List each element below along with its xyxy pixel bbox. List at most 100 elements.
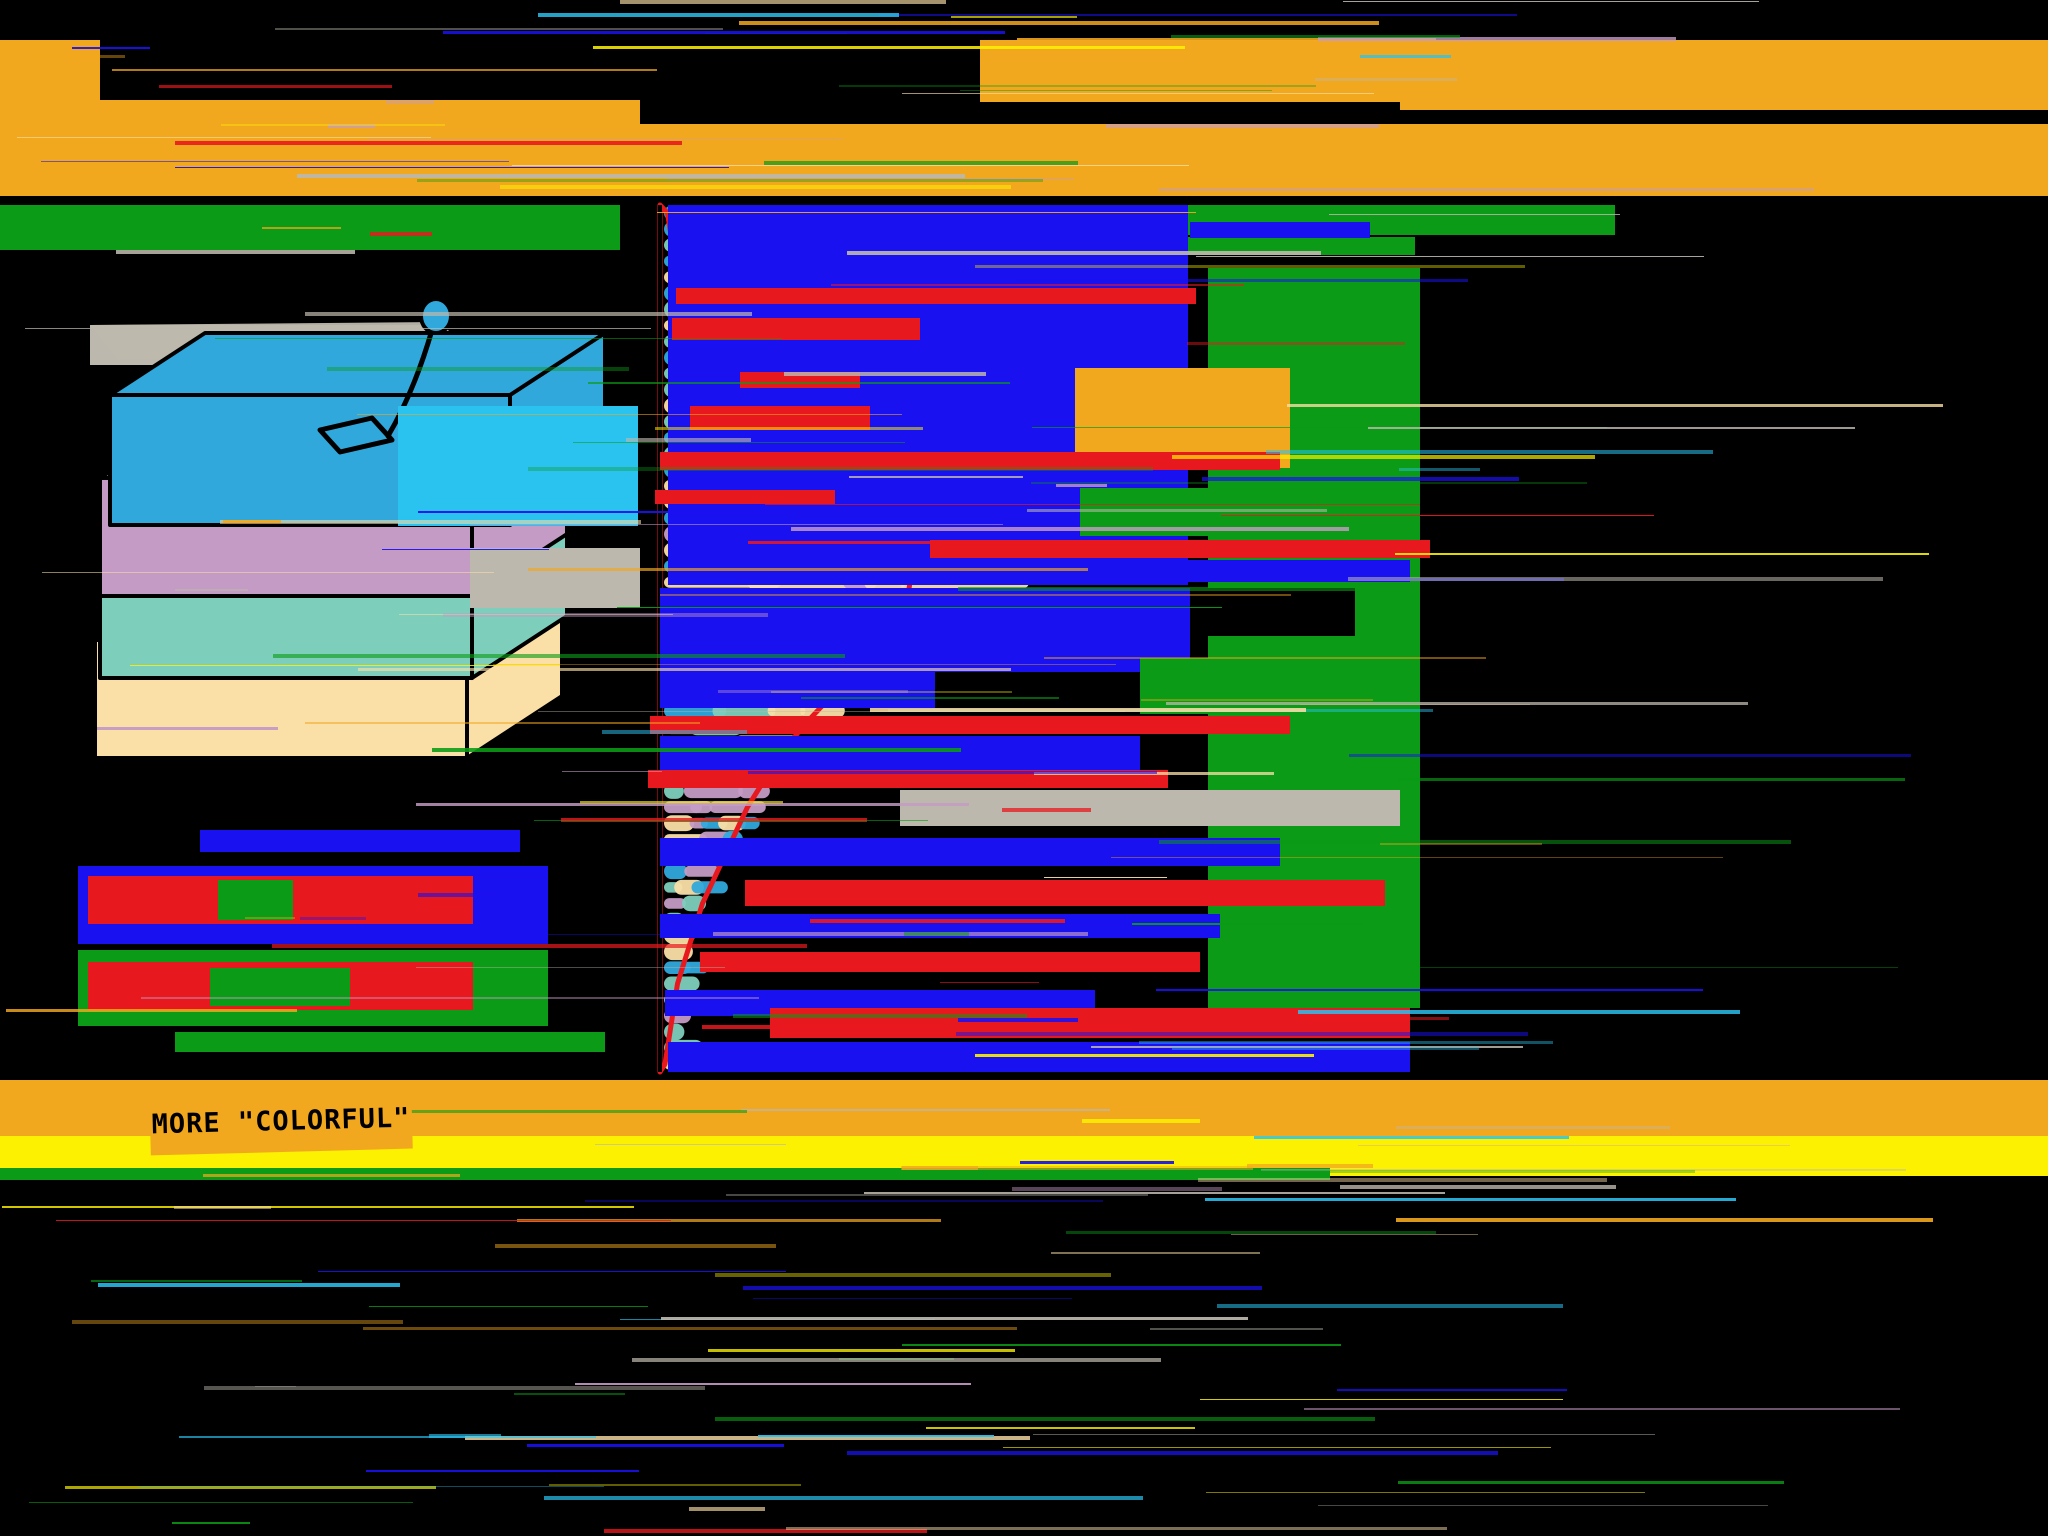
glitch-scanline	[935, 818, 1125, 821]
glitch-scanline	[1159, 840, 1791, 844]
glitch-scanline	[1003, 1447, 1551, 1448]
glitch-scanline	[741, 1109, 1110, 1111]
glitch-scanline	[327, 367, 629, 371]
glitch-scanline	[363, 1327, 1017, 1330]
glitch-band	[1185, 237, 1415, 255]
glitch-scanline	[1348, 577, 1883, 581]
glitch-scanline	[470, 524, 1003, 525]
glitch-band	[660, 452, 1280, 470]
glitch-scanline	[417, 179, 1043, 182]
glitch-scanline	[1139, 1041, 1553, 1044]
glitch-scanline	[175, 589, 248, 591]
glitch-scanline	[221, 124, 445, 126]
glitch-scanline	[708, 1349, 1015, 1352]
glitch-scanline	[902, 1344, 1341, 1346]
glitch-scanline	[416, 967, 725, 968]
glitch-scanline	[367, 934, 898, 935]
glitch-scanline	[465, 1436, 1030, 1440]
glitch-scanline	[528, 568, 1088, 571]
glitch-scanline	[534, 820, 928, 821]
glitch-band	[175, 1032, 605, 1052]
density-pill	[664, 863, 688, 880]
glitch-scanline	[500, 185, 1011, 189]
glitch-scanline	[575, 1383, 971, 1385]
glitch-band	[930, 540, 1430, 558]
glitch-scanline	[562, 771, 662, 772]
glitch-scanline	[443, 613, 768, 617]
glitch-scanline	[1172, 455, 1595, 459]
glitch-scanline	[318, 1271, 786, 1272]
glitch-band	[900, 790, 1400, 826]
glitch-scanline	[901, 1166, 1253, 1170]
glitch-scanline	[975, 265, 1525, 268]
glitch-scanline	[1318, 1505, 1768, 1506]
glitch-scanline	[1044, 877, 1167, 878]
glitch-scanline	[588, 382, 1010, 384]
glitch-band	[650, 716, 1290, 734]
glitch-scanline	[801, 697, 1059, 699]
glitch-scanline	[370, 232, 432, 236]
glitch-scanline	[1016, 279, 1468, 282]
glitch-scanline	[1315, 78, 1457, 81]
glitch-band	[398, 406, 638, 526]
glitch-scanline	[956, 1032, 1528, 1036]
glitch-scanline	[512, 165, 1189, 166]
glitch-scanline	[1329, 214, 1620, 215]
glitch-scanline	[1187, 342, 1405, 345]
glitch-scanline	[748, 771, 1157, 774]
glitch-band	[0, 124, 2048, 196]
glitch-scanline	[2, 1206, 634, 1208]
glitch-scanline	[1150, 1328, 1323, 1330]
glitch-scanline	[1266, 450, 1713, 454]
glitch-scanline	[847, 251, 1321, 255]
glitch-scanline	[1171, 35, 1460, 38]
glitch-scanline	[273, 654, 845, 658]
glitch-scanline	[130, 665, 560, 666]
glitch-scanline	[626, 438, 751, 442]
glitch-scanline	[141, 997, 759, 999]
glitch-scanline	[926, 1427, 1195, 1429]
glitch-band	[470, 548, 640, 608]
glitch-scanline	[1027, 509, 1327, 512]
glitch-scanline	[1247, 1164, 1373, 1168]
glitch-scanline	[1012, 1187, 1222, 1191]
glitch-band	[218, 880, 293, 920]
glitch-scanline	[139, 1486, 604, 1487]
glitch-scanline	[1205, 1198, 1736, 1201]
glitch-scanline	[255, 1110, 747, 1113]
glitch-scanline	[416, 803, 969, 806]
glitch-scanline	[382, 549, 549, 550]
glitch-scanline	[951, 16, 1077, 18]
glitch-scanline	[305, 722, 700, 724]
glitch-scanline	[544, 1496, 1143, 1500]
glitch-scanline	[602, 730, 747, 734]
glitch-scanline	[1380, 843, 1542, 845]
glitch-scanline	[1002, 808, 1091, 812]
glitch-scanline	[175, 167, 729, 168]
glitch-scanline	[879, 14, 1517, 16]
glitch-scanline	[1091, 1046, 1523, 1048]
glitch-scanline	[1132, 923, 1362, 925]
glitch-band	[1140, 658, 1410, 714]
glitch-scanline	[849, 476, 1023, 478]
glitch-scanline	[97, 727, 278, 730]
glitch-scanline	[495, 1244, 776, 1248]
glitch-band	[740, 372, 860, 388]
glitch-scanline	[1202, 477, 1519, 481]
glitch-scanline	[940, 982, 1039, 983]
glitch-scanline	[764, 161, 1078, 165]
glitch-scanline	[369, 1306, 648, 1307]
glitch-scanline	[1360, 55, 1451, 58]
glitch-scanline	[223, 520, 281, 523]
glitch-scanline	[839, 85, 1316, 87]
glitch-scanline	[864, 1192, 1445, 1194]
glitch-scanline	[172, 1522, 250, 1524]
glitch-scanline	[958, 587, 1373, 591]
glitch-scanline	[657, 212, 1196, 213]
glitch-scanline	[262, 227, 341, 229]
glitch-scanline	[689, 1507, 765, 1511]
glitch-scanline	[272, 944, 807, 948]
glitch-scanline	[1340, 1185, 1616, 1189]
glitch-scanline	[670, 695, 755, 698]
